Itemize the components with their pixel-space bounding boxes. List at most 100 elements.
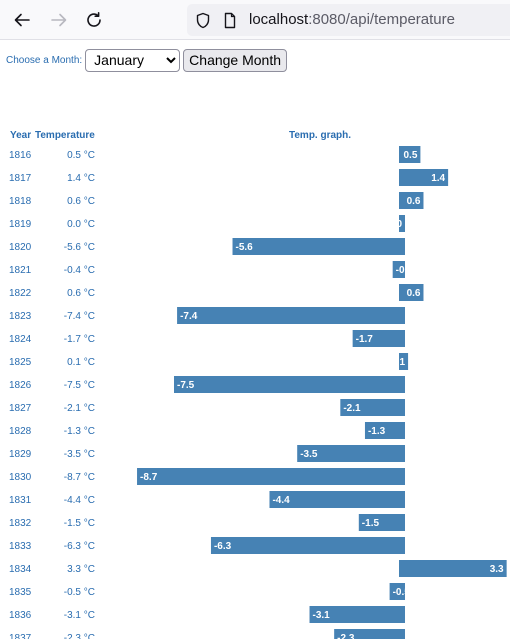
bar-label: -7.5 bbox=[177, 380, 195, 391]
change-month-button[interactable]: Change Month bbox=[183, 48, 288, 72]
temperature-bar bbox=[352, 330, 405, 347]
bar-label: -8.7 bbox=[140, 472, 158, 483]
temperature-bar bbox=[392, 261, 405, 278]
bar-label: -0.5 bbox=[393, 587, 411, 598]
year-column-header: Year bbox=[10, 130, 32, 141]
temperature-bar bbox=[399, 169, 449, 186]
temperature-bar bbox=[177, 307, 405, 324]
shield-icon[interactable] bbox=[195, 12, 211, 29]
year-cell: 1833 bbox=[9, 541, 32, 552]
forward-button[interactable] bbox=[47, 8, 71, 32]
temperature-bar bbox=[297, 445, 405, 462]
temperature-cell: -5.6 °C bbox=[64, 242, 95, 253]
temperature-cell: -1.5 °C bbox=[64, 518, 95, 529]
temperature-bar bbox=[364, 422, 405, 439]
month-select[interactable]: January bbox=[85, 48, 181, 72]
year-cell: 1830 bbox=[9, 472, 32, 483]
year-cell: 1837 bbox=[9, 633, 32, 639]
temperature-cell: -6.3 °C bbox=[64, 541, 95, 552]
year-cell: 1831 bbox=[9, 495, 32, 506]
year-cell: 1826 bbox=[9, 380, 32, 391]
temperature-cell: 1.4 °C bbox=[67, 173, 95, 184]
year-cell: 1828 bbox=[9, 426, 32, 437]
temperature-cell: -7.4 °C bbox=[64, 311, 95, 322]
reload-button[interactable] bbox=[82, 8, 106, 32]
page-icon bbox=[224, 12, 236, 29]
back-arrow-icon bbox=[14, 13, 30, 27]
temperature-cell: -1.3 °C bbox=[64, 426, 95, 437]
temperature-cell: 0.5 °C bbox=[67, 150, 95, 161]
reload-icon bbox=[87, 12, 101, 27]
url-bar[interactable]: localhost:8080/api/temperature bbox=[187, 4, 510, 36]
year-cell: 1816 bbox=[9, 150, 32, 161]
year-cell: 1822 bbox=[9, 288, 32, 299]
year-cell: 1827 bbox=[9, 403, 32, 414]
temperature-cell: 0.6 °C bbox=[67, 196, 95, 207]
temperature-bar bbox=[399, 284, 424, 301]
bar-label: -7.4 bbox=[180, 311, 198, 322]
temperature-cell: 3.3 °C bbox=[67, 564, 95, 575]
year-cell: 1819 bbox=[9, 219, 32, 230]
url-path: :8080/api/temperature bbox=[308, 11, 455, 28]
year-cell: 1821 bbox=[9, 265, 32, 276]
bar-label: -6.3 bbox=[214, 541, 232, 552]
temperature-bar bbox=[399, 560, 507, 577]
temperature-bar bbox=[174, 376, 405, 393]
temperature-bar bbox=[269, 491, 405, 508]
year-cell: 1824 bbox=[9, 334, 32, 345]
bar-label: -4.4 bbox=[272, 495, 290, 506]
bar-label: 0.1 bbox=[391, 357, 405, 368]
year-cell: 1820 bbox=[9, 242, 32, 253]
temperature-bar bbox=[210, 537, 405, 554]
temperature-bar bbox=[309, 606, 405, 623]
bar-label: -3.5 bbox=[300, 449, 318, 460]
graph-column-header: Temp. graph. bbox=[289, 130, 352, 141]
browser-toolbar: localhost:8080/api/temperature bbox=[0, 0, 510, 40]
temperature-cell: -7.5 °C bbox=[64, 380, 95, 391]
year-cell: 1829 bbox=[9, 449, 32, 460]
year-cell: 1835 bbox=[9, 587, 32, 598]
bar-label: -1.3 bbox=[368, 426, 386, 437]
bar-label: 0.5 bbox=[403, 150, 417, 161]
temperature-bar bbox=[399, 146, 421, 163]
temperature-bar bbox=[137, 468, 406, 485]
temperature-cell: -4.4 °C bbox=[64, 495, 95, 506]
bar-label: 0 bbox=[396, 219, 402, 230]
temperature-bar bbox=[340, 399, 405, 416]
temperature-cell: 0.0 °C bbox=[67, 219, 95, 230]
temperature-bar bbox=[399, 215, 405, 232]
year-cell: 1834 bbox=[9, 564, 32, 575]
bar-label: 3.3 bbox=[490, 564, 504, 575]
temperature-bar bbox=[358, 514, 405, 531]
temperature-bar bbox=[399, 192, 424, 209]
year-cell: 1832 bbox=[9, 518, 32, 529]
temperature-cell: -8.7 °C bbox=[64, 472, 95, 483]
bar-label: 0.6 bbox=[407, 196, 421, 207]
temperature-column-header: Temperature bbox=[35, 130, 95, 141]
temperature-cell: -0.4 °C bbox=[64, 265, 95, 276]
temperature-cell: -2.1 °C bbox=[64, 403, 95, 414]
temperature-cell: -0.5 °C bbox=[64, 587, 95, 598]
url-host: localhost bbox=[249, 11, 309, 28]
temperature-cell: -3.5 °C bbox=[64, 449, 95, 460]
bar-label: 1.4 bbox=[431, 173, 445, 184]
bar-label: -3.1 bbox=[313, 610, 331, 621]
year-cell: 1818 bbox=[9, 196, 32, 207]
forward-arrow-icon bbox=[51, 13, 67, 27]
temperature-cell: 0.1 °C bbox=[67, 357, 95, 368]
bar-label: 0.6 bbox=[407, 288, 421, 299]
temperature-cell: -1.7 °C bbox=[64, 334, 95, 345]
back-button[interactable] bbox=[10, 8, 34, 32]
bar-label: -1.5 bbox=[362, 518, 380, 529]
temperature-cell: -3.1 °C bbox=[64, 610, 95, 621]
temperature-cell: 0.6 °C bbox=[67, 288, 95, 299]
temperature-cell: -2.3 °C bbox=[64, 633, 95, 639]
month-controls: Choose a Month: January Change Month bbox=[6, 48, 288, 72]
bar-label: -1.7 bbox=[356, 334, 374, 345]
temperature-bar bbox=[399, 353, 409, 370]
bar-label: -2.3 bbox=[337, 633, 355, 639]
year-cell: 1823 bbox=[9, 311, 32, 322]
temperature-bar bbox=[334, 629, 405, 639]
year-cell: 1836 bbox=[9, 610, 32, 621]
